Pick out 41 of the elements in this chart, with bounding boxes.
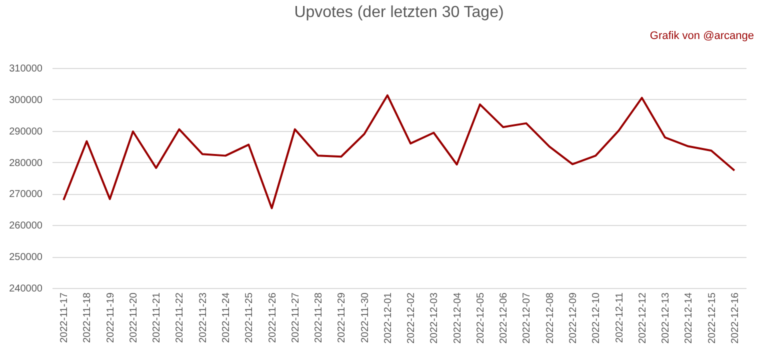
y-tick-label: 290000: [9, 126, 43, 138]
chart-title: Upvotes (der letzten 30 Tage): [294, 4, 504, 21]
x-tick-label: 2022-11-29: [336, 292, 348, 343]
x-tick-label: 2022-12-08: [544, 292, 556, 344]
x-tick-label: 2022-12-01: [382, 292, 394, 344]
line-series: [62, 94, 736, 210]
x-tick-label: 2022-12-12: [637, 292, 648, 344]
x-tick-label: 2022-12-04: [452, 292, 464, 344]
x-tick-label: 2022-12-16: [730, 292, 741, 344]
y-tick-label: 240000: [9, 284, 43, 294]
y-tick-label: 250000: [9, 252, 43, 264]
x-tick-label: 2022-12-09: [568, 292, 579, 344]
x-tick-label: 2022-11-20: [128, 292, 140, 343]
x-tick-label: 2022-11-24: [221, 292, 232, 343]
x-tick-label: 2022-11-26: [267, 292, 278, 343]
y-tick-label: 310000: [9, 64, 43, 74]
x-tick-label: 2022-11-21: [152, 292, 163, 343]
x-tick-label: 2022-12-10: [591, 292, 602, 344]
x-tick-label: 2022-12-06: [498, 292, 510, 344]
x-tick-label: 2022-11-22: [174, 292, 186, 343]
y-tick-label: 270000: [9, 189, 43, 200]
x-tick-label: 2022-12-07: [522, 292, 533, 344]
x-tick-label: 2022-11-23: [198, 292, 209, 343]
x-tick-label: 2022-11-30: [360, 292, 371, 343]
x-tick-label: 2022-12-14: [684, 292, 695, 344]
y-tick-label: 280000: [9, 158, 43, 169]
x-tick-label: 2022-11-28: [314, 292, 325, 343]
x-tick-label: 2022-11-17: [59, 292, 70, 343]
x-tick-label: 2022-12-13: [660, 292, 672, 344]
x-tick-label: 2022-12-11: [614, 292, 626, 343]
y-tick-label: 300000: [9, 94, 43, 106]
x-tick-label: 2022-11-19: [105, 292, 116, 343]
x-tick-label: 2022-12-03: [429, 292, 440, 344]
x-tick-label: 2022-12-05: [475, 292, 486, 344]
text: Grafik von @arcange: [650, 30, 754, 42]
x-tick-label: 2022-11-27: [290, 292, 302, 343]
x-tick-label: 2022-12-02: [406, 292, 418, 344]
x-tick-label: 2022-11-25: [244, 292, 256, 343]
y-tick-label: 260000: [9, 220, 43, 232]
x-tick-label: 2022-12-15: [706, 292, 718, 344]
x-tick-label: 2022-11-18: [82, 292, 94, 343]
